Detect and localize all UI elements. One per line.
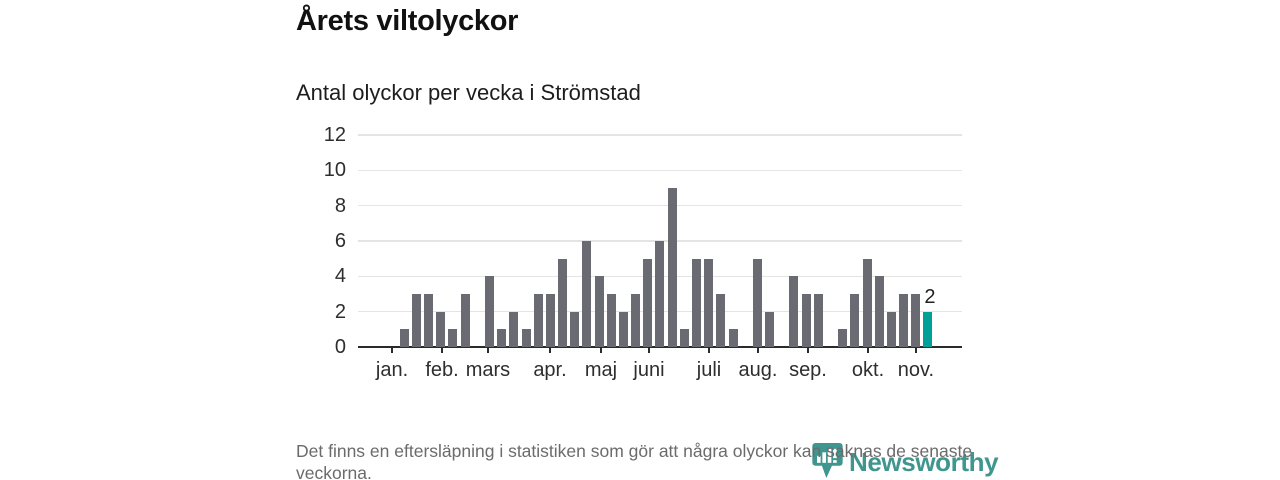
x-axis-month-label: apr. <box>533 359 567 381</box>
bar-week-37 <box>838 329 848 347</box>
bar-week-20 <box>631 294 641 347</box>
bar-week-26 <box>704 258 714 347</box>
bar-week-41 <box>886 311 896 347</box>
x-axis-tick-jan. <box>391 347 393 353</box>
y-axis-tick-label: 10 <box>323 159 346 182</box>
bar-week-31 <box>765 311 775 347</box>
y-axis-tick-label: 12 <box>323 124 346 146</box>
chart-subtitle: Antal olyckor per vecka i Strömstad <box>296 80 641 105</box>
bar-week-10 <box>509 311 519 347</box>
bar-week-39 <box>862 258 872 347</box>
x-axis-month-label: aug. <box>738 359 778 381</box>
x-axis-tick-sep. <box>806 347 809 353</box>
bar-week-22 <box>655 241 665 347</box>
bar-week-6 <box>460 294 470 347</box>
highlight-bar-value-label: 2 <box>924 285 936 308</box>
bar-week-33 <box>789 276 799 347</box>
bar-week-43 <box>911 294 921 347</box>
weekly-accidents-bar-chart: 0 2 4 6 8 10 12 2 jan. feb. mars apr. maj juni juli aug… <box>323 124 962 381</box>
bar-week-19 <box>618 311 628 347</box>
bar-week-12 <box>533 294 543 347</box>
bar-week-35 <box>813 294 823 347</box>
x-axis-tick-maj <box>599 347 602 353</box>
bar-week-current-highlight <box>923 311 933 347</box>
bar-week-18 <box>606 294 616 347</box>
x-axis-tick-nov. <box>914 347 917 353</box>
newsworthy-pin-barchart-icon <box>812 443 843 478</box>
bar-week-27 <box>716 294 726 347</box>
bar-week-16 <box>582 241 592 347</box>
bar-week-24 <box>679 329 689 347</box>
y-axis-tick-label: 8 <box>334 194 346 217</box>
x-axis-tick-aug. <box>757 347 760 353</box>
y-axis-tick-label: 4 <box>334 265 346 288</box>
x-axis-month-label: okt. <box>851 359 885 381</box>
bar-week-9 <box>497 329 507 347</box>
x-axis-month-label: sep. <box>789 359 827 381</box>
x-axis-month-label: jan. <box>375 359 409 381</box>
bar-week-38 <box>850 294 860 347</box>
bar-week-34 <box>801 294 811 347</box>
y-axis-tick-label: 2 <box>334 300 346 323</box>
chart-title: Årets viltolyckor <box>296 5 519 37</box>
bar-week-8 <box>484 276 494 347</box>
bar-week-21 <box>643 258 653 347</box>
x-axis-month-label: feb. <box>425 359 459 381</box>
bar-week-14 <box>558 258 568 347</box>
bar-week-4 <box>436 311 446 347</box>
x-axis-month-label: maj <box>584 359 618 381</box>
newsworthy-wordmark: Newsworthy <box>849 447 999 477</box>
x-axis-tick-okt. <box>867 347 870 353</box>
gridline-y-10 <box>358 169 962 172</box>
x-axis-month-label: nov. <box>897 359 935 381</box>
x-axis-tick-mars <box>486 347 489 353</box>
bar-week-40 <box>874 276 884 347</box>
newsworthy-logo: Newsworthy <box>812 443 999 478</box>
bar-week-15 <box>570 311 580 347</box>
bar-week-42 <box>899 294 909 347</box>
x-axis-month-label: juli <box>696 359 722 381</box>
bar-week-28 <box>728 329 738 347</box>
bar-week-1 <box>399 329 409 347</box>
bar-week-5 <box>448 329 458 347</box>
y-axis-tick-label: 0 <box>334 336 346 358</box>
bar-week-17 <box>594 276 604 347</box>
x-axis-tick-juli <box>707 347 710 353</box>
bar-week-13 <box>545 294 555 347</box>
bar-week-23 <box>667 188 677 347</box>
bar-week-3 <box>424 294 434 347</box>
x-axis-tick-juni <box>648 347 650 353</box>
bar-week-11 <box>521 329 531 347</box>
x-axis-month-label: mars <box>465 359 511 381</box>
gridline-y-12 <box>358 134 962 136</box>
bar-week-25 <box>692 258 702 347</box>
x-axis-month-label: juni <box>633 359 665 381</box>
bar-week-2 <box>411 294 421 347</box>
footnote: Det finns en eftersläpning i statistiken… <box>296 441 973 480</box>
gridline-y-8 <box>358 204 962 207</box>
x-axis-tick-feb. <box>441 347 444 353</box>
y-axis-tick-label: 6 <box>334 230 346 252</box>
x-axis-tick-apr. <box>549 347 551 353</box>
bar-week-30 <box>752 258 762 347</box>
